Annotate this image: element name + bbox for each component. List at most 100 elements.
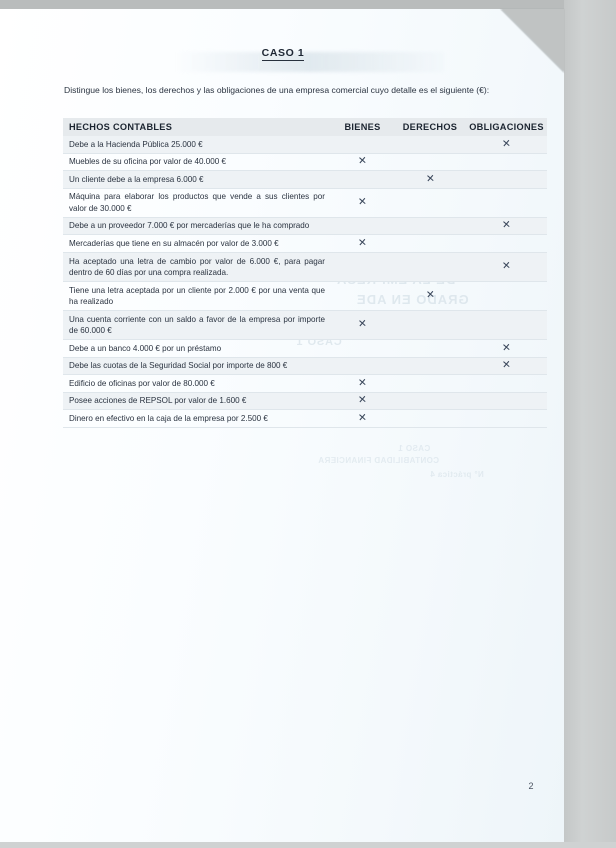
page-title-text: CASO 1 <box>261 47 305 61</box>
cell-derechos[interactable] <box>394 357 466 376</box>
cell-derechos[interactable] <box>394 339 466 358</box>
cell-derechos[interactable] <box>394 234 466 253</box>
cell-derechos[interactable] <box>394 409 466 428</box>
cell-bienes[interactable] <box>331 170 394 189</box>
scanner-top-edge <box>0 0 616 9</box>
x-mark-icon: ✕ <box>357 195 368 209</box>
fact-text: Debe a un banco 4.000 € por un préstamo <box>69 343 222 353</box>
x-mark-icon: ✕ <box>501 219 512 232</box>
fact-text: Debe a un proveedor 7.000 € por mercader… <box>69 221 310 231</box>
fact-text: Ha aceptado una letra de cambio por valo… <box>69 256 325 277</box>
cell-fact: Dinero en efectivo en la caja de la empr… <box>63 409 331 428</box>
cell-fact: Debe a un proveedor 7.000 € por mercader… <box>63 217 331 236</box>
fact-text: Un cliente debe a la empresa 6.000 € <box>69 174 204 184</box>
table-row: Debe las cuotas de la Seguridad Social p… <box>63 357 547 376</box>
cell-fact: Ha aceptado una letra de cambio por valo… <box>63 252 331 282</box>
cell-obligaciones[interactable]: ✕ <box>466 136 547 154</box>
page-content: CICLOS DE GRADO SUPERIOR Y UNIVERSIDAD P… <box>63 47 547 791</box>
cell-obligaciones[interactable] <box>466 281 547 311</box>
x-mark-icon: ✕ <box>357 317 368 331</box>
cell-bienes[interactable] <box>331 136 394 154</box>
intro-paragraph: Distingue los bienes, los derechos y las… <box>64 85 490 95</box>
x-mark-icon: ✕ <box>357 411 368 425</box>
cell-derechos[interactable] <box>394 310 466 340</box>
x-mark-icon: ✕ <box>357 376 368 390</box>
cell-bienes[interactable] <box>331 217 394 236</box>
cell-fact: Una cuenta corriente con un saldo a favo… <box>63 310 331 340</box>
cell-fact: Mercaderías que tiene en su almacén por … <box>63 234 331 253</box>
cell-bienes[interactable] <box>331 339 394 358</box>
column-header-facts: HECHOS CONTABLES <box>69 122 173 132</box>
page-corner-fold <box>502 9 564 71</box>
cell-derechos[interactable] <box>394 252 466 282</box>
table-row: Un cliente debe a la empresa 6.000 € ✕ <box>63 170 547 189</box>
cell-derechos[interactable] <box>394 392 466 411</box>
bleed-through-text-9: CONTABILIDAD FINANCIERA <box>318 456 440 465</box>
cell-obligaciones[interactable]: ✕ <box>466 252 547 282</box>
table-row: Muebles de su oficina por valor de 40.00… <box>63 153 547 172</box>
fact-text: Mercaderías que tiene en su almacén por … <box>69 238 279 248</box>
scanner-right-edge <box>564 0 616 848</box>
cell-bienes[interactable]: ✕ <box>331 234 394 253</box>
cell-bienes[interactable]: ✕ <box>331 409 394 428</box>
cell-fact: Posee acciones de REPSOL por valor de 1.… <box>63 392 331 411</box>
table-row: Mercaderías que tiene en su almacén por … <box>63 234 547 253</box>
table-row: Edificio de oficinas por valor de 80.000… <box>63 374 547 393</box>
accounting-facts-table: HECHOS CONTABLES BIENES DERECHOS OBLIGAC… <box>63 118 547 428</box>
cell-obligaciones[interactable] <box>466 170 547 189</box>
x-mark-icon: ✕ <box>501 341 512 354</box>
cell-obligaciones[interactable]: ✕ <box>466 357 547 376</box>
cell-obligaciones[interactable]: ✕ <box>466 217 547 236</box>
fact-text: Posee acciones de REPSOL por valor de 1.… <box>69 396 247 406</box>
cell-bienes[interactable] <box>331 252 394 282</box>
table-row: Tiene una letra aceptada por un cliente … <box>63 281 547 311</box>
column-header-obligaciones: OBLIGACIONES <box>469 122 544 132</box>
x-mark-icon: ✕ <box>501 358 512 372</box>
cell-obligaciones[interactable] <box>466 310 547 340</box>
x-mark-icon: ✕ <box>425 288 435 302</box>
table-row: Una cuenta corriente con un saldo a favo… <box>63 310 547 340</box>
cell-obligaciones[interactable] <box>466 234 547 253</box>
x-mark-icon: ✕ <box>501 259 512 273</box>
cell-derechos[interactable] <box>394 136 466 154</box>
cell-bienes[interactable] <box>331 357 394 376</box>
cell-bienes[interactable]: ✕ <box>331 392 394 411</box>
table-body: Debe a la Hacienda Pública 25.000 € ✕ Mueb… <box>63 136 547 428</box>
fact-text: Una cuenta corriente con un saldo a favo… <box>69 314 325 335</box>
table-row: Máquina para elaborar los productos que … <box>63 188 547 218</box>
scanner-bottom-edge <box>0 842 616 848</box>
cell-fact: Un cliente debe a la empresa 6.000 € <box>63 170 331 189</box>
table-row: Posee acciones de REPSOL por valor de 1.… <box>63 392 547 411</box>
cell-derechos[interactable] <box>394 374 466 393</box>
fact-text: Dinero en efectivo en la caja de la empr… <box>69 413 268 423</box>
cell-obligaciones[interactable] <box>466 392 547 411</box>
cell-derechos[interactable]: ✕ <box>394 170 466 189</box>
cell-fact: Máquina para elaborar los productos que … <box>63 188 331 218</box>
cell-obligaciones[interactable] <box>466 153 547 172</box>
cell-obligaciones[interactable] <box>466 188 547 218</box>
cell-bienes[interactable]: ✕ <box>331 188 394 218</box>
cell-bienes[interactable]: ✕ <box>331 374 394 393</box>
cell-derechos[interactable] <box>394 188 466 218</box>
cell-fact: Debe a la Hacienda Pública 25.000 € <box>63 136 331 154</box>
cell-derechos[interactable] <box>394 153 466 172</box>
page-number: 2 <box>528 781 534 791</box>
cell-fact: Tiene una letra aceptada por un cliente … <box>63 281 331 311</box>
x-mark-icon: ✕ <box>357 394 368 407</box>
x-mark-icon: ✕ <box>357 236 368 250</box>
cell-obligaciones[interactable]: ✕ <box>466 339 547 358</box>
cell-derechos[interactable]: ✕ <box>394 281 466 311</box>
cell-obligaciones[interactable] <box>466 409 547 428</box>
column-header-derechos: DERECHOS <box>402 122 458 132</box>
bleed-through-text-10: N° práctica 4 <box>430 470 484 479</box>
fact-text: Debe a la Hacienda Pública 25.000 € <box>69 139 203 149</box>
x-mark-icon: ✕ <box>501 137 512 150</box>
cell-bienes[interactable]: ✕ <box>331 153 394 172</box>
cell-bienes[interactable]: ✕ <box>331 310 394 340</box>
fact-text: Tiene una letra aceptada por un cliente … <box>69 285 325 306</box>
cell-derechos[interactable] <box>394 217 466 236</box>
fact-text: Debe las cuotas de la Seguridad Social p… <box>69 361 288 371</box>
cell-bienes[interactable] <box>331 281 394 311</box>
column-header-bienes: BIENES <box>344 122 381 132</box>
cell-obligaciones[interactable] <box>466 374 547 393</box>
